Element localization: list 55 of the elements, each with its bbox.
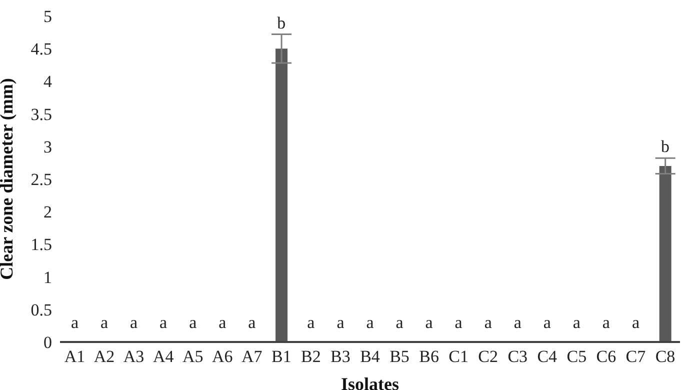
- x-tick-label: C8: [655, 347, 676, 366]
- annotation: a: [514, 313, 522, 332]
- annotation: a: [454, 313, 463, 332]
- x-tick-label: C2: [478, 347, 498, 366]
- y-tick-label: 4: [44, 72, 52, 92]
- annotation: a: [130, 313, 138, 332]
- x-tick-label: A3: [123, 347, 144, 366]
- annotation: a: [602, 313, 610, 332]
- x-tick-label: C7: [626, 347, 646, 366]
- y-tick-label: 2: [44, 202, 52, 222]
- y-tick-label: 2.5: [30, 170, 52, 190]
- y-tick-label: 1: [44, 268, 52, 287]
- x-tick-label: C1: [448, 347, 468, 366]
- x-tick-label: B3: [330, 347, 350, 366]
- x-tick-label: A5: [182, 347, 204, 366]
- x-tick-label: C6: [596, 347, 616, 366]
- x-tick-label: C3: [508, 347, 528, 366]
- y-tick-label: 3: [44, 137, 52, 156]
- annotation: a: [307, 313, 316, 332]
- annotation: a: [484, 313, 492, 332]
- x-tick-label: B4: [360, 347, 380, 366]
- y-axis-title: Clear zone diameter (mm): [0, 78, 16, 280]
- x-tick-label: C5: [566, 347, 587, 366]
- annotation: a: [218, 313, 227, 332]
- x-tick-label: A1: [64, 347, 86, 366]
- x-tick-label: A7: [242, 347, 263, 366]
- annotation: a: [572, 313, 581, 332]
- x-tick-label: A6: [212, 347, 233, 366]
- annotation: a: [100, 313, 109, 332]
- annotation: a: [396, 313, 404, 332]
- x-tick-label: A2: [94, 347, 115, 366]
- y-tick-label: 5: [44, 7, 52, 26]
- annotation: b: [660, 137, 670, 156]
- annotation: a: [632, 313, 640, 332]
- x-tick-label: B5: [390, 347, 410, 366]
- x-tick-label: A4: [152, 347, 174, 366]
- x-tick-label: B2: [301, 347, 321, 366]
- annotation: a: [70, 313, 79, 332]
- y-tick-label: 3.5: [30, 104, 52, 124]
- annotation: a: [543, 313, 552, 332]
- y-tick-label: 4.5: [30, 40, 52, 59]
- y-tick-label: 0: [44, 333, 52, 352]
- y-tick-label: 0.5: [30, 300, 52, 320]
- annotation: a: [160, 313, 168, 332]
- annotation: b: [277, 13, 286, 32]
- annotation: a: [366, 313, 374, 332]
- x-axis-title: Isolates: [341, 374, 399, 390]
- annotation: a: [248, 313, 256, 332]
- x-tick-label: C4: [537, 347, 558, 366]
- annotation: a: [336, 313, 345, 332]
- annotation: a: [189, 313, 198, 332]
- x-tick-label: B6: [419, 347, 439, 366]
- y-tick-label: 1.5: [30, 235, 52, 254]
- x-tick-label: B1: [272, 347, 292, 366]
- annotation: a: [425, 313, 434, 332]
